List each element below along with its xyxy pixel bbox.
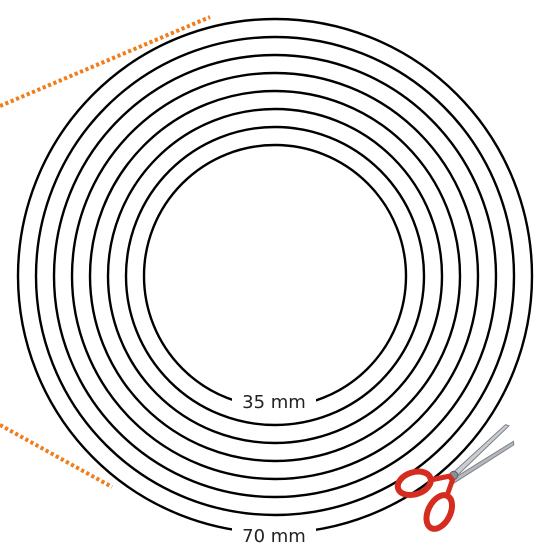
ring-5: [70, 71, 480, 481]
ring-1: [142, 143, 408, 409]
ring-2: [124, 125, 426, 427]
scissors-handle-neck: [431, 473, 456, 497]
inner-label-bg: [232, 387, 316, 415]
scissors-handle-upper: [394, 468, 434, 498]
ring-group: [16, 17, 534, 535]
ring-7: [34, 35, 516, 517]
ring-8: [16, 17, 534, 535]
inner-diameter-label: 35 mm: [242, 392, 306, 413]
scissors-icon: [394, 424, 515, 532]
scissors-handle-lower: [423, 492, 456, 532]
scissors-blade-lower: [449, 440, 515, 486]
ring-3: [106, 107, 444, 445]
lower-guide-line: [0, 423, 113, 489]
ring-6: [52, 53, 498, 499]
upper-guide-line: [0, 15, 211, 108]
ring-4: [88, 89, 462, 463]
outer-diameter-label: 70 mm: [242, 526, 306, 545]
outer-label-bg: [232, 522, 316, 545]
